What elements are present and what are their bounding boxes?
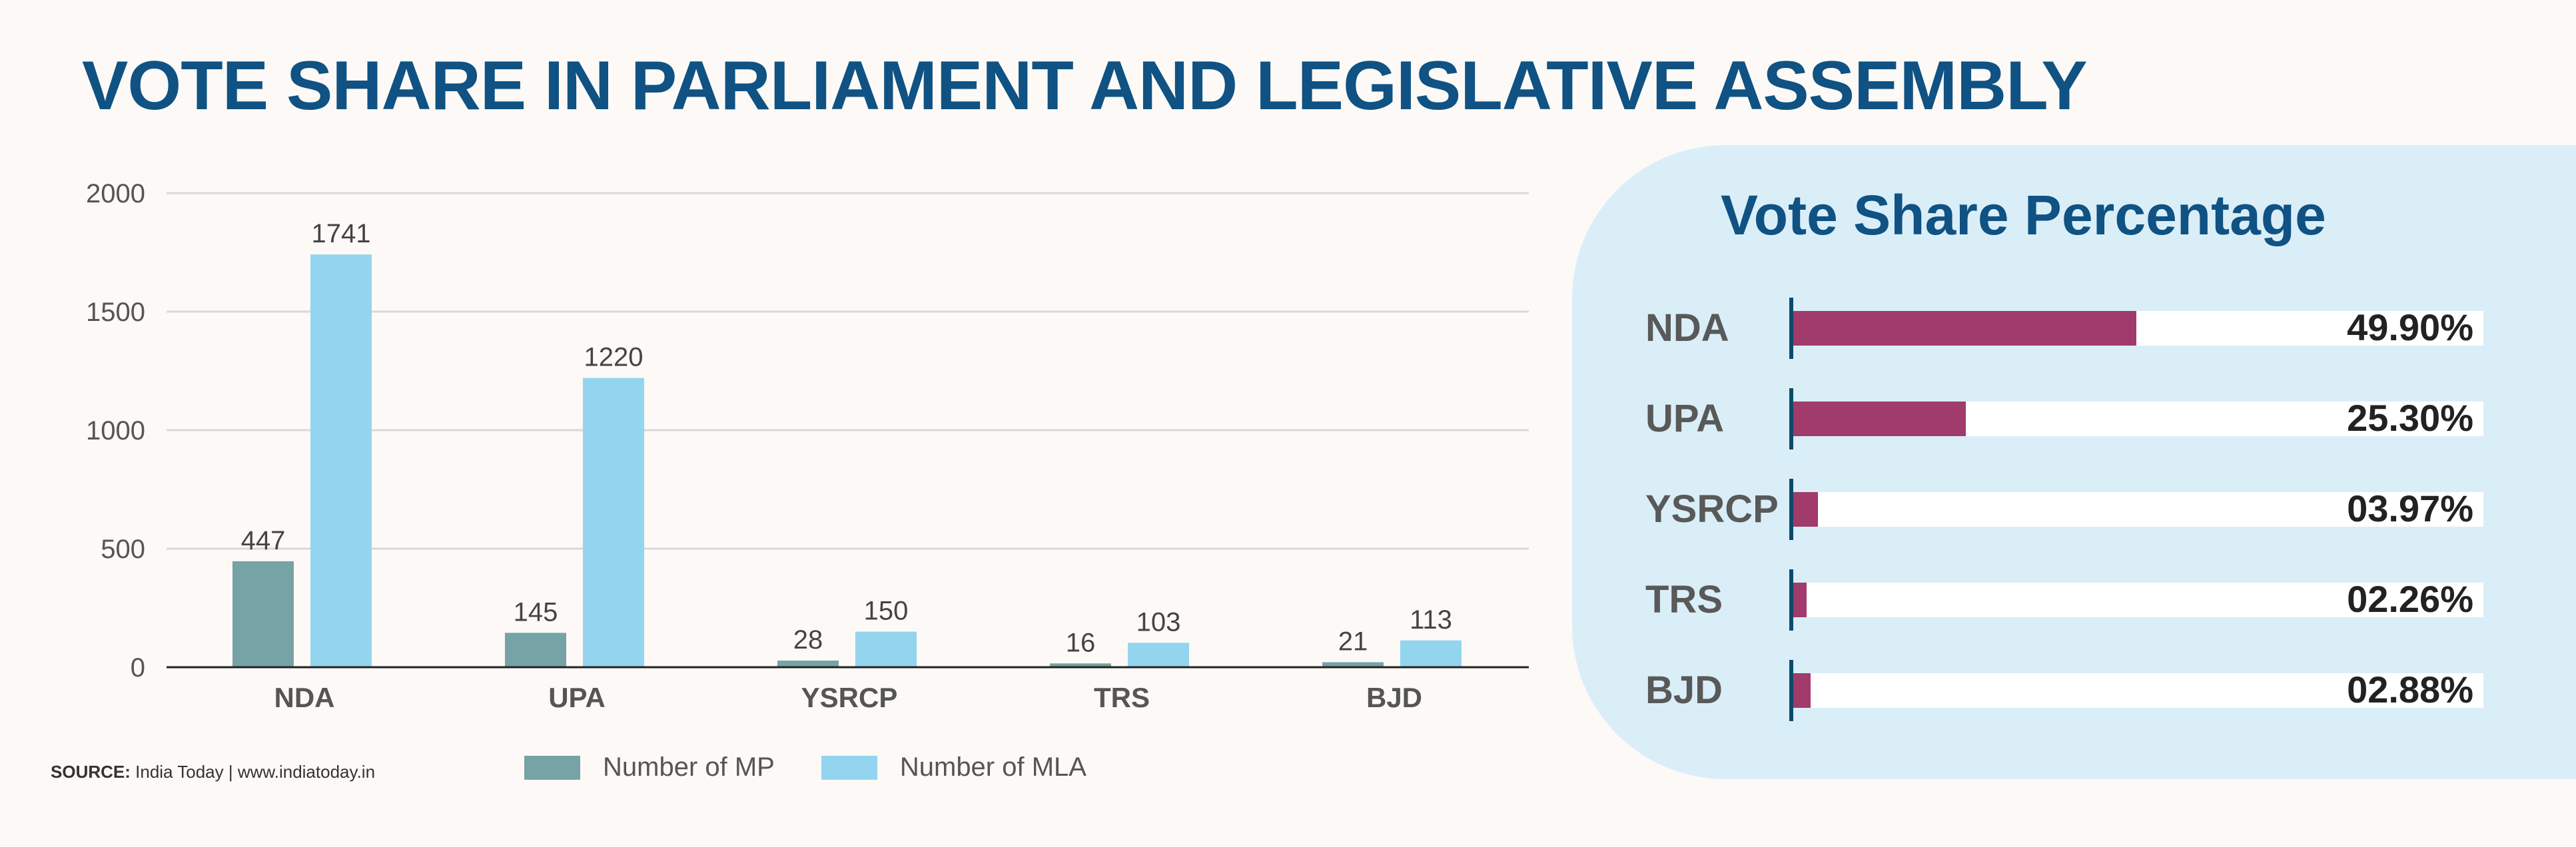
vote-share-party-label: TRS: [1645, 578, 1723, 621]
vote-share-axis-tick: [1789, 660, 1793, 721]
chart-legend: Number of MP Number of MLA: [524, 752, 1133, 782]
source-label: SOURCE:: [51, 762, 131, 782]
y-tick-label: 1000: [86, 416, 145, 445]
vote-share-axis-tick: [1789, 388, 1793, 449]
bar-mp: [1322, 662, 1384, 667]
vote-share-track: [1791, 583, 2483, 617]
y-tick-label: 500: [101, 535, 145, 564]
vote-share-track: [1791, 311, 2483, 346]
x-category-label: YSRCP: [801, 682, 898, 713]
vote-share-track: [1791, 402, 2483, 436]
vote-share-party-label: YSRCP: [1645, 487, 1779, 531]
legend-swatch-mla: [821, 755, 877, 780]
data-label-mla: 1741: [312, 219, 371, 248]
vote-share-bar: [1791, 402, 1966, 436]
vote-share-party-label: UPA: [1645, 397, 1725, 440]
vote-share-row: BJD 02.88%: [0, 653, 2576, 721]
bar-mla: [583, 378, 644, 667]
bar-mla: [855, 631, 917, 667]
vote-share-row: NDA 49.90%: [0, 291, 2576, 359]
data-label-mp: 21: [1338, 627, 1368, 657]
bar-mla: [1400, 640, 1462, 667]
vote-share-track: [1791, 492, 2483, 527]
mp-mla-bar-chart: 0 500 1000 1500 2000 447 1741 NDA 145 1220 UPA 28 15…: [86, 179, 1529, 713]
vote-share-value: 25.30%: [2347, 397, 2473, 439]
bar-mp: [232, 561, 294, 667]
x-category-label: UPA: [548, 682, 606, 713]
data-label-mla: 103: [1136, 607, 1181, 637]
data-label-mp: 28: [793, 625, 823, 655]
vote-share-party-label: BJD: [1645, 669, 1723, 712]
vote-share-value: 49.90%: [2347, 306, 2473, 348]
bar-mla: [1128, 643, 1189, 667]
vote-share-party-label: NDA: [1645, 306, 1729, 350]
data-label-mp: 145: [514, 597, 558, 627]
vote-share-value: 02.26%: [2347, 578, 2473, 620]
vote-share-track: [1791, 673, 2483, 708]
bar-mp: [777, 661, 839, 667]
vote-share-bar: [1791, 492, 1819, 527]
y-tick-label: 2000: [86, 179, 145, 208]
legend-item-mp: Number of MP: [524, 752, 775, 782]
vote-share-row: UPA 25.30%: [0, 382, 2576, 449]
legend-swatch-mp: [524, 755, 580, 780]
vote-share-title: Vote Share Percentage: [1721, 184, 2326, 246]
vote-share-value: 03.97%: [2347, 487, 2473, 529]
legend-item-mla: Number of MLA: [821, 752, 1086, 782]
vote-share-row: TRS 02.26%: [0, 563, 2576, 631]
y-tick-label: 0: [131, 653, 145, 683]
x-category-label: TRS: [1094, 682, 1150, 713]
data-label-mp: 16: [1066, 628, 1096, 657]
vote-share-axis-tick: [1789, 298, 1793, 359]
data-label-mla: 113: [1410, 605, 1452, 635]
legend-label-mla: Number of MLA: [899, 752, 1086, 782]
x-category-label: BJD: [1366, 682, 1422, 713]
y-tick-label: 1500: [86, 298, 145, 327]
data-label-mla: 1220: [584, 343, 644, 372]
page-title: VOTE SHARE IN PARLIAMENT AND LEGISLATIVE…: [82, 47, 2088, 125]
source-note: SOURCE: India Today | www.indiatoday.in: [51, 762, 375, 782]
bar-mp: [1050, 663, 1111, 667]
vote-share-bar: [1791, 673, 1811, 708]
x-category-label: NDA: [274, 682, 335, 713]
legend-label-mp: Number of MP: [603, 752, 775, 782]
vote-share-bar: [1791, 311, 2136, 346]
vote-share-bar: [1791, 583, 1807, 617]
vote-share-axis-tick: [1789, 569, 1793, 631]
bar-mp: [505, 633, 566, 667]
bar-mla: [310, 254, 372, 668]
source-text: India Today | www.indiatoday.in: [130, 762, 376, 782]
data-label-mp: 447: [241, 526, 286, 555]
vote-share-axis-tick: [1789, 479, 1793, 540]
data-label-mla: 150: [864, 597, 909, 626]
vote-share-row: YSRCP 03.97%: [0, 472, 2576, 540]
vote-share-value: 02.88%: [2347, 669, 2473, 710]
